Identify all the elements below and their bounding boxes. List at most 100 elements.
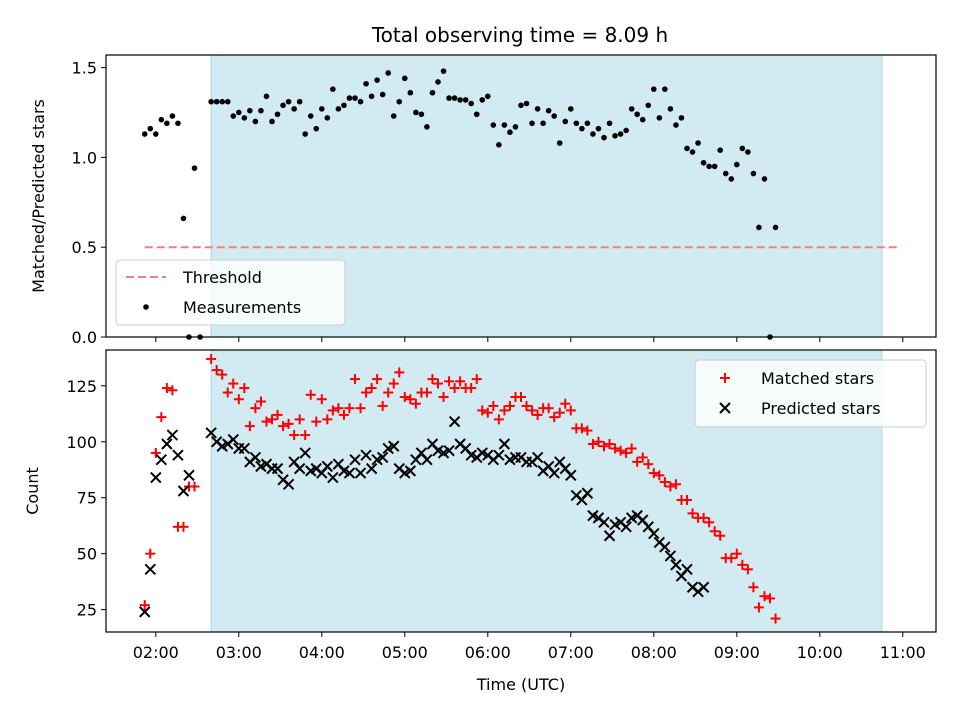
legend-threshold-label: Threshold	[182, 268, 262, 287]
matched-star-point	[206, 353, 217, 364]
measurement-point	[175, 120, 181, 127]
measurement-point	[717, 147, 723, 153]
measurement-point	[667, 106, 674, 112]
measurement-point	[573, 120, 580, 127]
measurement-point	[684, 145, 690, 152]
measurement-point	[700, 159, 707, 166]
predicted-star-point	[227, 433, 239, 446]
matched-star-point	[731, 548, 742, 559]
matched-star-point	[189, 481, 200, 492]
legend-matched-label: Matched stars	[761, 369, 874, 388]
predicted-star-point	[421, 453, 433, 466]
predicted-star-point	[139, 606, 151, 618]
matched-star-point	[228, 378, 239, 389]
measurement-point	[545, 107, 552, 114]
matched-star-point	[344, 403, 355, 414]
matched-star-point	[455, 376, 466, 387]
measurement-point	[695, 140, 701, 146]
measurement-point	[756, 224, 762, 231]
predicted-star-point	[531, 451, 544, 464]
predicted-star-point	[659, 541, 671, 553]
matched-star-point	[504, 400, 515, 411]
predicted-star-point	[354, 467, 367, 479]
matched-star-point	[516, 392, 526, 402]
predicted-star-point	[598, 516, 610, 529]
matched-star-point	[698, 512, 709, 523]
matched-star-point	[543, 403, 554, 414]
legend-box	[115, 259, 346, 326]
matched-star-point	[255, 396, 266, 407]
measurement-point	[402, 75, 408, 82]
matched-star-point	[350, 374, 360, 385]
y-tick-label: 50	[77, 545, 97, 564]
matched-star-point	[560, 398, 571, 409]
measurement-point	[285, 98, 292, 105]
matched-star-point	[648, 468, 659, 479]
predicted-star-point	[498, 438, 511, 450]
matched-star-point	[294, 414, 305, 425]
matched-star-point	[444, 376, 455, 387]
matched-star-point	[377, 400, 388, 411]
x-tick-label: 06:00	[465, 643, 511, 662]
x-tick-label: 02:00	[133, 643, 179, 662]
matched-star-point	[366, 383, 377, 394]
predicted-star-point	[327, 471, 339, 484]
matched-star-point	[383, 387, 394, 398]
matched-star-point	[593, 436, 604, 447]
measurement-point	[435, 79, 441, 85]
measurement-point	[529, 120, 535, 127]
measurement-point	[673, 122, 679, 128]
predicted-star-point	[681, 563, 693, 576]
measurement-point	[407, 89, 414, 96]
matched-star-point	[316, 394, 327, 405]
predicted-star-point	[183, 469, 195, 482]
measurement-point	[385, 70, 392, 76]
matched-star-point	[283, 418, 294, 429]
measurement-point	[451, 95, 458, 101]
data-layer	[139, 353, 781, 624]
matched-star-point	[765, 593, 775, 604]
measurement-point	[612, 133, 618, 139]
measurement-point	[739, 145, 746, 152]
legend-box	[694, 359, 927, 428]
measurement-point	[313, 125, 320, 132]
legend: Matched stars Predicted stars	[694, 359, 927, 428]
x-tick-label: 09:00	[714, 643, 760, 662]
matched-star-point	[278, 421, 289, 432]
measurement-point	[413, 109, 419, 116]
matched-star-point	[239, 383, 250, 394]
predicted-star-point	[271, 462, 284, 475]
legend-measurements-swatch	[143, 304, 149, 310]
matched-star-point	[289, 430, 300, 441]
matched-star-point	[621, 447, 632, 458]
measurement-point	[396, 98, 403, 105]
measurement-point	[319, 106, 325, 112]
count-panel: 25 50 75 100 125 Count 02:00 03:00 04:00 05:00 06:…	[23, 349, 937, 694]
matched-star-point	[300, 430, 311, 441]
matched-star-point	[748, 582, 759, 593]
predicted-star-point	[172, 449, 184, 461]
y-tick-label: 25	[77, 601, 97, 620]
predicted-star-point	[282, 478, 295, 490]
predicted-star-point	[299, 447, 311, 459]
predicted-star-point	[670, 559, 682, 571]
matched-star-point	[427, 374, 438, 385]
matched-star-point	[361, 387, 372, 398]
legend-predicted-swatch	[719, 402, 731, 414]
data-layer	[141, 68, 901, 340]
measurement-point	[252, 118, 259, 125]
predicted-star-point	[249, 451, 262, 464]
measurement-point	[263, 93, 270, 100]
measurement-point	[230, 113, 237, 119]
matched-star-point	[405, 394, 416, 405]
matched-star-point	[709, 526, 720, 537]
matched-star-point	[582, 425, 593, 436]
measurement-point	[208, 98, 214, 105]
matched-star-point	[599, 441, 609, 452]
predicted-star-point	[238, 442, 251, 455]
predicted-star-point	[388, 440, 400, 452]
matched-star-point	[244, 421, 255, 432]
matched-star-point	[394, 367, 405, 378]
measurement-point	[296, 98, 303, 105]
y-tick-label: 1.5	[72, 59, 97, 78]
